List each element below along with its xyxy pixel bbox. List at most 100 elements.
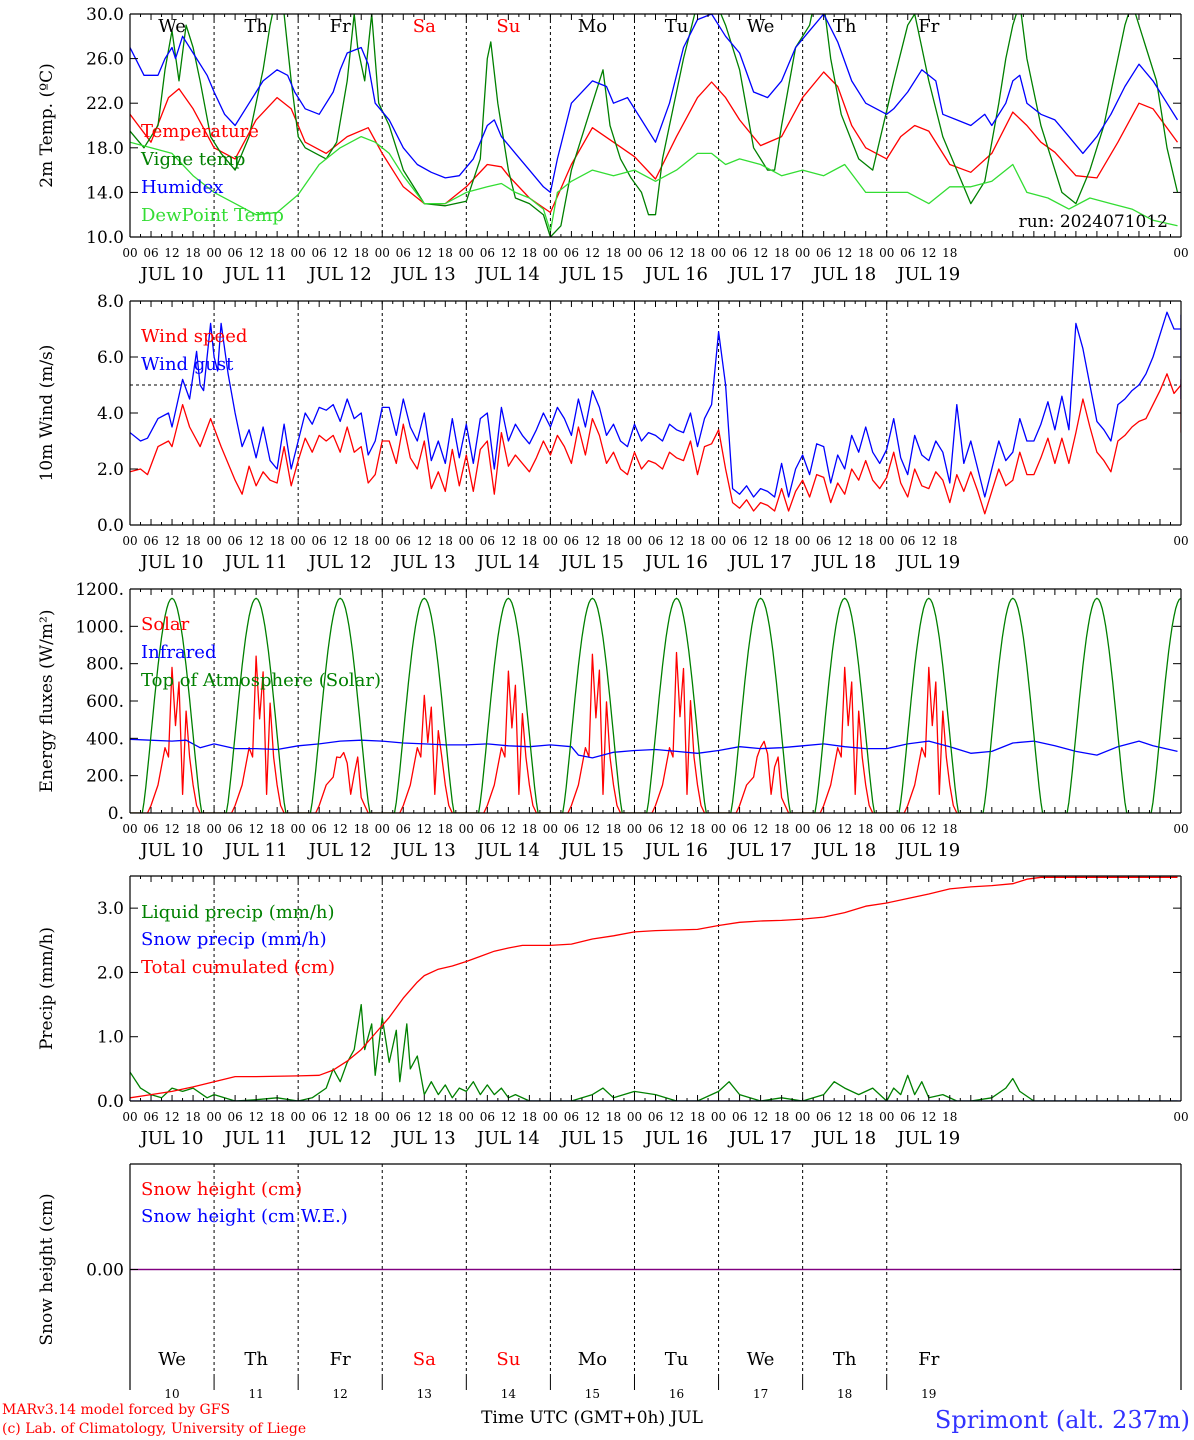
frame-layer: [129, 13, 1182, 1390]
hour-tick-label: 18: [774, 534, 789, 548]
lab-credit: (c) Lab. of Climatology, University of L…: [2, 1421, 306, 1437]
date-label: JUL 14: [475, 552, 540, 573]
hour-tick-label: 12: [921, 1110, 936, 1124]
model-credit: MARv3.14 model forced by GFS: [2, 1402, 230, 1418]
hour-tick-label: 12: [333, 822, 348, 836]
date-label: JUL 19: [895, 264, 960, 285]
hour-tick-label: 00: [459, 822, 474, 836]
y-axis-title: 10m Wind (m/s): [37, 345, 57, 482]
hour-tick-label: 12: [669, 1110, 684, 1124]
hour-tick-label: 00: [122, 246, 137, 260]
hour-tick-label: 18: [438, 246, 453, 260]
date-label: JUL 15: [559, 264, 624, 285]
date-label: JUL 17: [727, 264, 792, 285]
hour-tick-label: 12: [753, 534, 768, 548]
date-label: JUL 17: [727, 552, 792, 573]
hour-tick-label: 06: [648, 534, 663, 548]
date-label: JUL 13: [391, 1128, 456, 1149]
weekday-label: Fr: [918, 16, 939, 37]
hour-tick-label: 00: [1173, 822, 1188, 836]
y-tick-label: 22.0: [86, 94, 124, 114]
series-layer: [130, 14, 1181, 1271]
hour-tick-label: 18: [606, 1110, 621, 1124]
y-tick-label: 6.0: [97, 348, 124, 368]
series-line: [130, 311, 1181, 498]
series-line: [130, 597, 1181, 813]
hour-tick-label: 06: [816, 1110, 831, 1124]
hour-tick-label: 00: [627, 534, 642, 548]
legend-entry: Infrared: [141, 642, 216, 663]
date-label: JUL 19: [895, 552, 960, 573]
hour-tick-label: 12: [753, 1110, 768, 1124]
y-tick-label: 0.0: [97, 516, 124, 536]
hour-tick-label: 06: [143, 246, 158, 260]
date-label: JUL 12: [307, 552, 372, 573]
date-label: JUL 11: [223, 1128, 288, 1149]
hour-tick-label: 18: [774, 822, 789, 836]
hour-tick-label: 00: [1173, 1110, 1188, 1124]
legend-entry: Total cumulated (cm): [141, 957, 335, 978]
hour-tick-label: 06: [227, 246, 242, 260]
hour-tick-label: 06: [648, 1110, 663, 1124]
weekday-label: Fr: [330, 16, 351, 37]
hour-tick-label: 06: [900, 246, 915, 260]
weekday-label: We: [747, 1349, 775, 1370]
date-label: JUL 10: [139, 1128, 204, 1149]
y-tick-label: 4.0: [97, 404, 124, 424]
hour-tick-label: 00: [795, 1110, 810, 1124]
series-line: [130, 1003, 1178, 1101]
text-layer: 00 06 12 18 00 06 12 18 00 06 12 18 00 06 12 18 00 06 12 18…: [37, 5, 1189, 1401]
hour-tick-label: 18: [774, 1110, 789, 1124]
day-number-label: 12: [333, 1387, 348, 1401]
hour-tick-label: 18: [354, 246, 369, 260]
hour-tick-label: 12: [669, 246, 684, 260]
date-label: JUL 10: [139, 840, 204, 861]
hour-tick-label: 18: [354, 534, 369, 548]
date-label: JUL 16: [643, 552, 708, 573]
hour-tick-label: 06: [564, 822, 579, 836]
day-number-label: 17: [753, 1387, 768, 1401]
hour-tick-label: 12: [501, 1110, 516, 1124]
hour-tick-label: 00: [711, 822, 726, 836]
weekday-label: Tu: [665, 1349, 689, 1370]
legend-entry: Liquid precip (mm/h): [141, 902, 335, 923]
hour-tick-label: 12: [501, 534, 516, 548]
hour-tick-label: 18: [438, 822, 453, 836]
y-tick-label: 200.: [86, 767, 124, 787]
date-label: JUL 11: [223, 264, 288, 285]
location-title: Sprimont (alt. 237m): [935, 1406, 1190, 1434]
legend-entry: Snow height (cm): [141, 1179, 302, 1200]
hour-tick-label: 00: [122, 1110, 137, 1124]
hour-tick-label: 12: [837, 822, 852, 836]
hour-tick-label: 18: [438, 1110, 453, 1124]
hour-tick-label: 06: [312, 1110, 327, 1124]
date-label: JUL 18: [811, 840, 876, 861]
hour-tick-label: 00: [122, 534, 137, 548]
hour-tick-label: 18: [185, 822, 200, 836]
hour-tick-label: 12: [333, 1110, 348, 1124]
series-line: [130, 651, 971, 813]
date-label: JUL 14: [475, 840, 540, 861]
hour-tick-label: 00: [543, 246, 558, 260]
hour-tick-label: 18: [269, 822, 284, 836]
hour-tick-label: 00: [1173, 246, 1188, 260]
hour-tick-label: 06: [480, 822, 495, 836]
legend-entry: Humidex: [141, 177, 223, 198]
hour-tick-label: 18: [354, 822, 369, 836]
hour-tick-label: 00: [543, 822, 558, 836]
date-label: JUL 13: [391, 552, 456, 573]
hour-tick-label: 06: [732, 1110, 747, 1124]
hour-tick-label: 12: [248, 534, 263, 548]
series-line: [130, 71, 1179, 214]
y-tick-label: 800.: [86, 655, 124, 675]
y-tick-label: 26.0: [86, 50, 124, 70]
hour-tick-label: 18: [606, 246, 621, 260]
weekday-label: Mo: [578, 16, 607, 37]
weekday-label: We: [158, 16, 186, 37]
hour-tick-label: 06: [480, 1110, 495, 1124]
hour-tick-label: 18: [942, 822, 957, 836]
hour-tick-label: 18: [522, 822, 537, 836]
weekday-label: Sa: [413, 1349, 436, 1370]
date-label: JUL 16: [643, 1128, 708, 1149]
weekday-label: Th: [244, 1349, 268, 1370]
